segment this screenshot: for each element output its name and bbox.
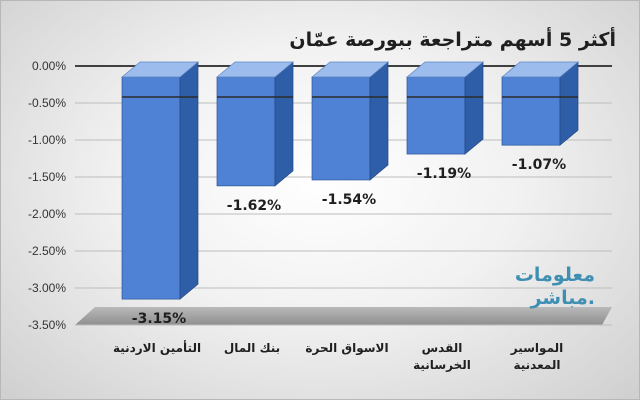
- category-label: التأمين الاردنية: [113, 340, 201, 355]
- bar-front: [311, 76, 371, 181]
- data-label: -1.54%: [322, 192, 376, 208]
- y-tick-label: -3.50%: [28, 318, 66, 332]
- bar-front: [121, 76, 181, 300]
- y-tick-label: -2.50%: [28, 244, 66, 258]
- bar-top: [501, 61, 579, 78]
- bar-top: [121, 61, 199, 78]
- category-label: الاسواق الحرة: [305, 341, 388, 356]
- y-tick-label: -1.50%: [28, 170, 66, 184]
- category-label: المعدنية: [513, 358, 560, 372]
- y-tick-label: -1.00%: [28, 133, 66, 147]
- data-label: -1.07%: [512, 157, 566, 173]
- bar-top: [216, 61, 294, 78]
- category-label: المواسير: [510, 341, 563, 356]
- bar-front: [501, 76, 561, 146]
- bar-top: [406, 61, 484, 78]
- y-tick-label: -2.00%: [28, 207, 66, 221]
- data-label: -3.15%: [132, 311, 186, 327]
- brand-logo: معلومات مباشر.: [515, 264, 595, 309]
- bar: [121, 61, 199, 300]
- category-label: الخرسانية: [413, 358, 471, 372]
- data-label: -1.19%: [417, 166, 471, 182]
- category-label: القدس: [422, 341, 463, 355]
- bar-top: [311, 61, 389, 78]
- chart-floor: [75, 307, 612, 325]
- bar-front: [406, 76, 466, 155]
- bar: [501, 61, 579, 146]
- bar-side: [464, 61, 484, 155]
- bar-side: [369, 61, 389, 181]
- bar: [311, 61, 389, 181]
- y-tick-label: -3.00%: [28, 281, 66, 295]
- bar-side: [274, 61, 294, 187]
- data-label: -1.62%: [227, 198, 281, 214]
- logo-line1: معلومات: [515, 264, 595, 286]
- bar: [216, 61, 294, 187]
- bar: [406, 61, 484, 155]
- logo-line2: مباشر.: [530, 287, 595, 309]
- category-label: بنك المال: [224, 341, 280, 355]
- bar-front: [216, 76, 276, 187]
- y-tick-label: 0.00%: [32, 59, 66, 73]
- y-tick-label: -0.50%: [28, 96, 66, 110]
- chart-title: أكثر 5 أسهم متراجعة ببورصة عمّان: [289, 27, 616, 51]
